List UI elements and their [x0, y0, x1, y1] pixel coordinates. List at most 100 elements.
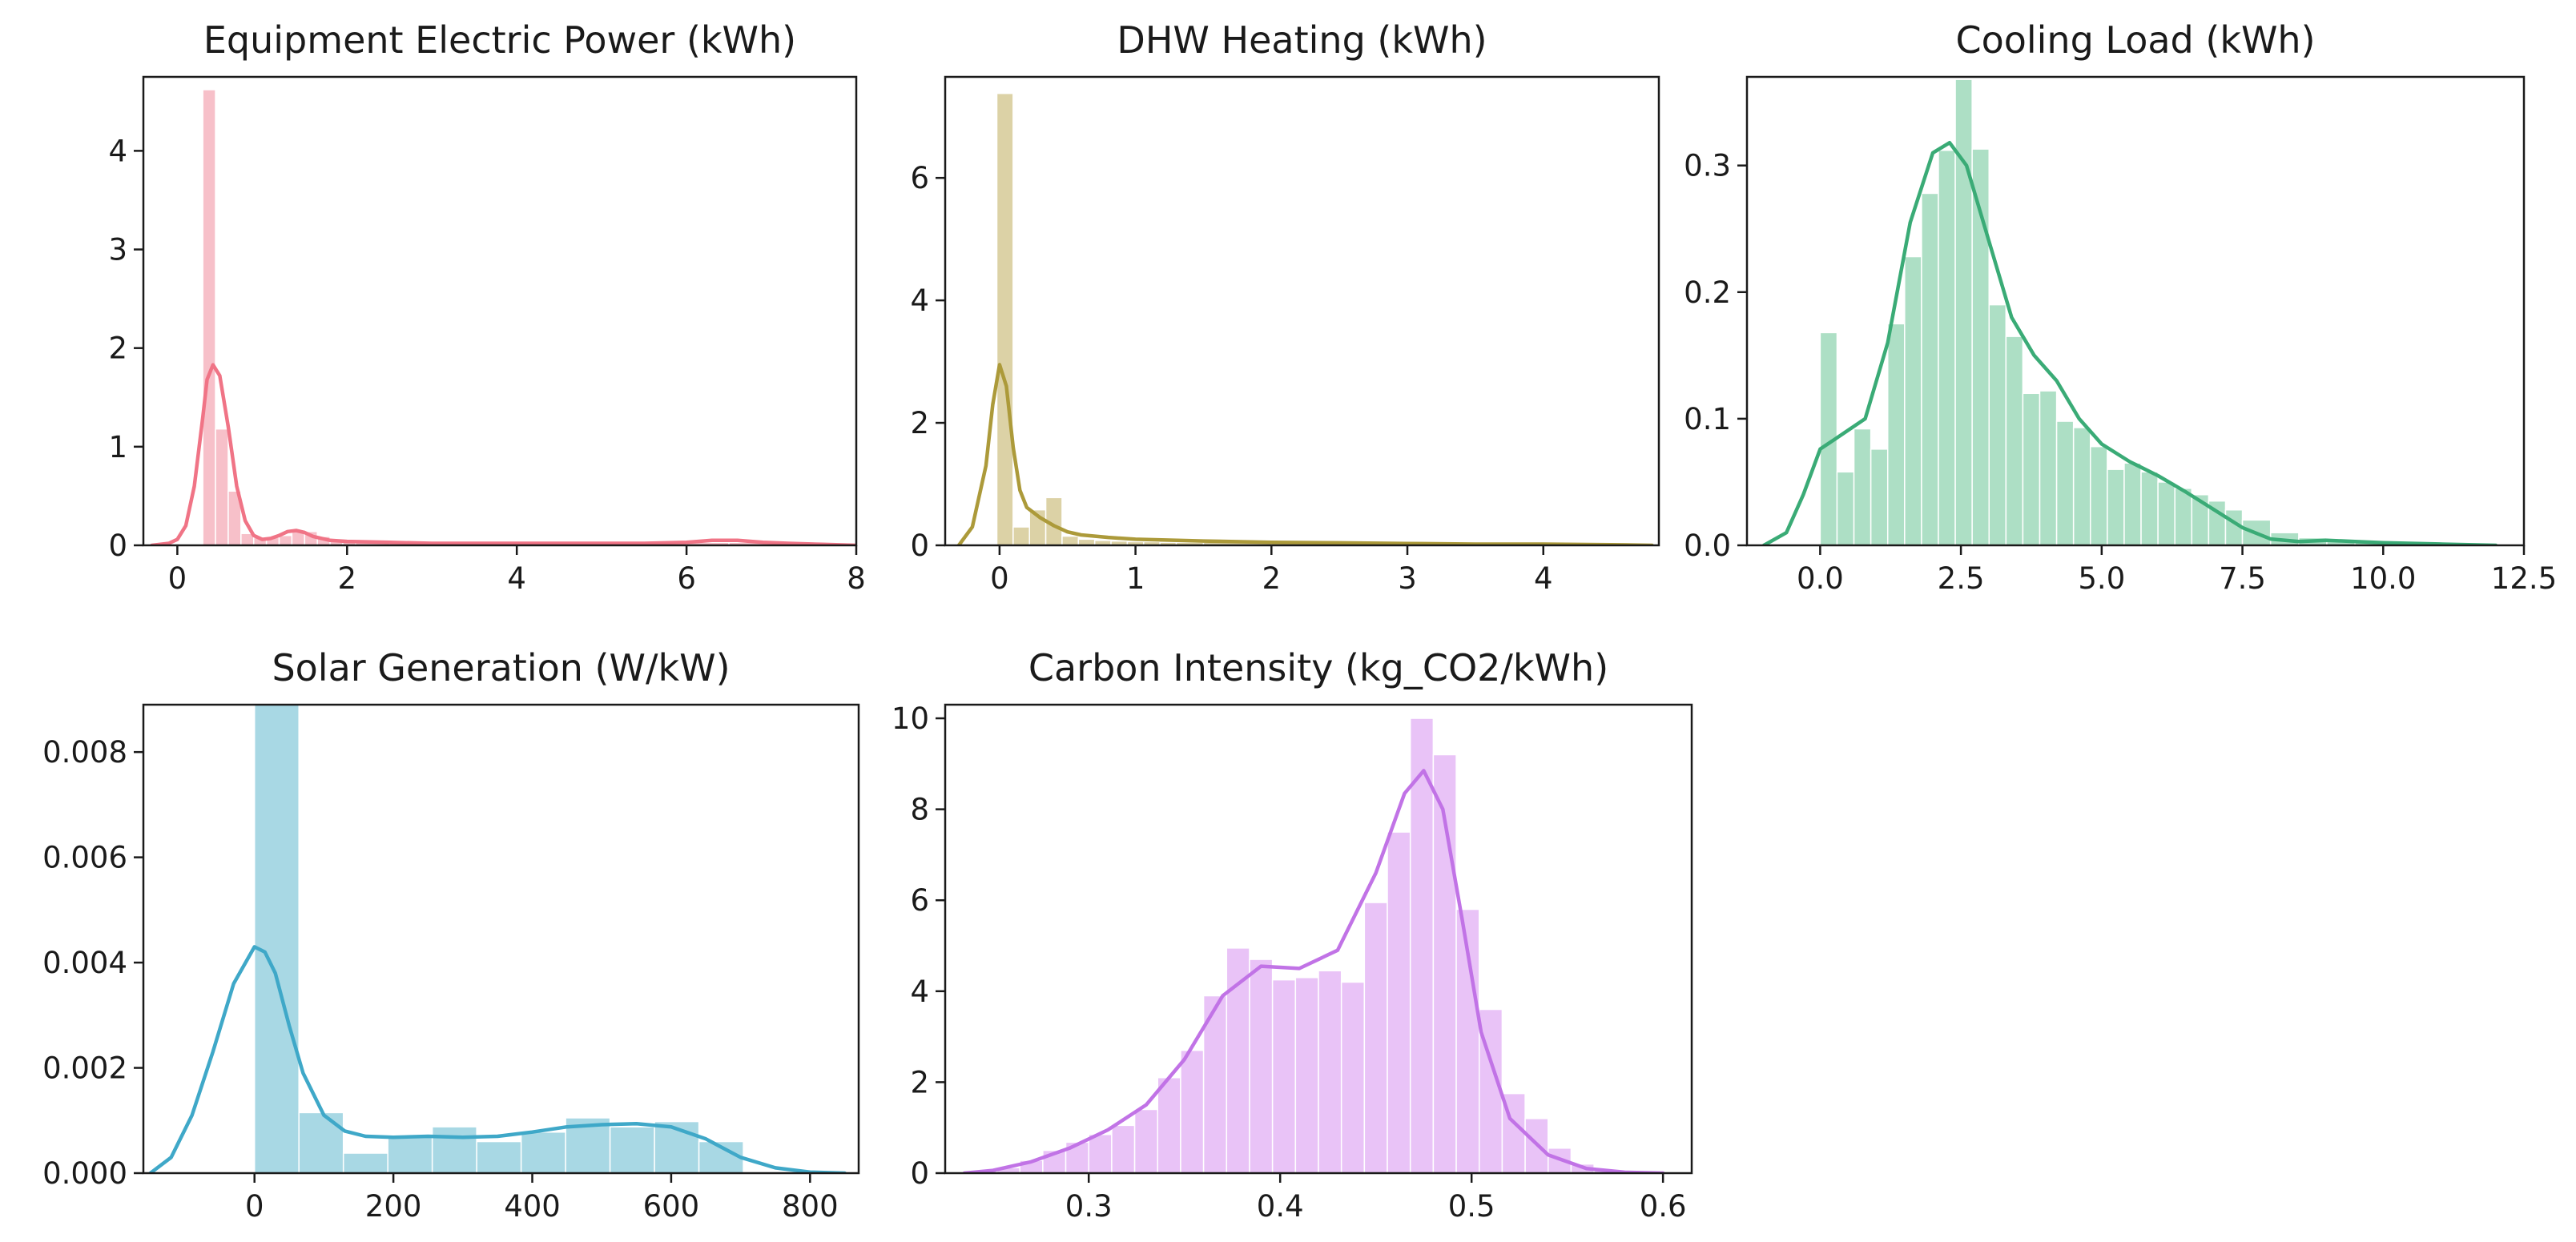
hist-bar	[1340, 981, 1366, 1173]
hist-bar	[1133, 1108, 1159, 1173]
plot-area	[956, 92, 1659, 545]
hist-bar	[1921, 192, 1939, 545]
kde-line	[150, 363, 856, 545]
kde-line	[148, 945, 847, 1173]
y-tick-label: 1	[108, 430, 127, 464]
x-tick-label: 2	[1262, 561, 1282, 596]
chart-title: Carbon Intensity (kg_CO2/kWh)	[1028, 646, 1608, 689]
x-tick-label: 800	[782, 1189, 839, 1224]
hist-bar	[1886, 323, 1906, 545]
x-tick-label: 0.3	[1065, 1189, 1113, 1224]
y-tick-label: 4	[108, 134, 127, 168]
axes-frame	[1745, 75, 2526, 547]
hist-bar	[476, 1140, 522, 1173]
x-tick-label: 2.5	[1938, 561, 1985, 596]
x-tick-label: 4	[507, 561, 526, 596]
hist-bar	[1088, 1133, 1113, 1173]
hist-bar	[2174, 488, 2193, 545]
subplot-solar-generation: 0 200 400 600 800 0.000 0.002 0.004 0.006 0.008 So…	[42, 646, 860, 1224]
hist-bar	[1180, 1049, 1205, 1173]
y-tick-label: 2	[910, 406, 929, 440]
hist-bar	[1853, 428, 1872, 545]
hist-bar	[253, 705, 300, 1173]
hist-bar	[431, 1126, 477, 1173]
hist-bar	[2123, 462, 2142, 545]
x-tick-label: 5.0	[2078, 561, 2125, 596]
kde-line	[956, 363, 1654, 545]
hist-bar	[387, 1134, 433, 1173]
x-tick-label: 6	[677, 561, 696, 596]
chart-title: DHW Heating (kWh)	[1117, 18, 1487, 62]
y-tick-label: 0.008	[42, 735, 127, 770]
x-tick-label: 0.5	[1448, 1189, 1495, 1224]
y-tick-label: 0.006	[42, 841, 127, 875]
hist-bar	[1938, 149, 1956, 545]
hist-bar	[298, 1111, 344, 1173]
x-tick-label: 12.5	[2491, 561, 2557, 596]
chart-title: Cooling Load (kWh)	[1955, 18, 2315, 62]
x-tick-label: 3	[1398, 561, 1417, 596]
hist-bar	[2107, 468, 2125, 545]
x-tick-label: 0.6	[1640, 1189, 1687, 1224]
y-tick-label: 4	[910, 975, 929, 1009]
y-tick-label: 2	[910, 1065, 929, 1099]
plot-area	[962, 717, 1665, 1173]
hist-bar	[278, 534, 293, 545]
x-tick-label: 200	[365, 1189, 422, 1224]
hist-bar	[2039, 390, 2058, 545]
y-tick-label: 0.1	[1684, 402, 1731, 436]
y-tick-label: 6	[910, 883, 929, 918]
x-tick-label: 400	[504, 1189, 561, 1224]
hist-bar	[1249, 959, 1274, 1173]
hist-bar	[1157, 1076, 1181, 1173]
plot-area	[150, 89, 856, 545]
y-tick-label: 0.3	[1684, 149, 1731, 183]
hist-bar	[1988, 303, 2007, 545]
chart-title: Solar Generation (W/kW)	[272, 646, 730, 689]
x-tick-label: 0.0	[1797, 561, 1844, 596]
chart-title: Equipment Electric Power (kWh)	[203, 18, 796, 62]
hist-bar	[215, 428, 229, 545]
x-tick-label: 0	[245, 1189, 264, 1224]
hist-bar	[2090, 445, 2108, 545]
hist-bar	[342, 1152, 388, 1173]
hist-bar	[2022, 392, 2041, 545]
x-tick-label: 10.0	[2350, 561, 2416, 596]
hist-bar	[1836, 471, 1855, 545]
x-tick-label: 0.4	[1257, 1189, 1304, 1224]
hist-bar	[1318, 970, 1342, 1173]
kde-line	[962, 769, 1665, 1173]
hist-bar	[2140, 471, 2159, 545]
x-tick-label: 7.5	[2219, 561, 2266, 596]
hist-bar	[2157, 481, 2176, 545]
hist-bar	[227, 490, 242, 545]
y-tick-label: 0	[910, 1156, 929, 1191]
y-tick-label: 0.004	[42, 946, 127, 980]
x-tick-label: 0	[990, 561, 1009, 596]
y-tick-label: 0	[910, 529, 929, 563]
hist-bar	[609, 1126, 655, 1173]
y-tick-label: 0.002	[42, 1051, 127, 1086]
hist-bar	[202, 89, 216, 545]
subplot-dhw-heating: 0 1 2 3 4 0 2 4 6 DHW Heating (kWh)	[910, 18, 1660, 596]
hist-bar	[996, 92, 1014, 545]
hist-bar	[1271, 979, 1297, 1173]
axes-frame	[142, 75, 858, 547]
x-tick-label: 600	[643, 1189, 700, 1224]
hist-bar	[1294, 977, 1319, 1173]
plot-area	[148, 705, 847, 1173]
y-tick-label: 6	[910, 161, 929, 195]
hist-bar	[1904, 255, 1922, 545]
y-tick-label: 3	[108, 233, 127, 267]
x-tick-label: 1	[1126, 561, 1145, 596]
axes-frame	[142, 703, 860, 1175]
axes-frame	[944, 703, 1693, 1175]
kde-line	[1761, 140, 2498, 545]
hist-bar	[520, 1131, 566, 1173]
y-tick-label: 2	[108, 332, 127, 366]
x-tick-label: 0	[168, 561, 187, 596]
y-tick-label: 8	[910, 793, 929, 827]
y-tick-label: 10	[892, 701, 929, 736]
plot-area	[1761, 78, 2498, 545]
